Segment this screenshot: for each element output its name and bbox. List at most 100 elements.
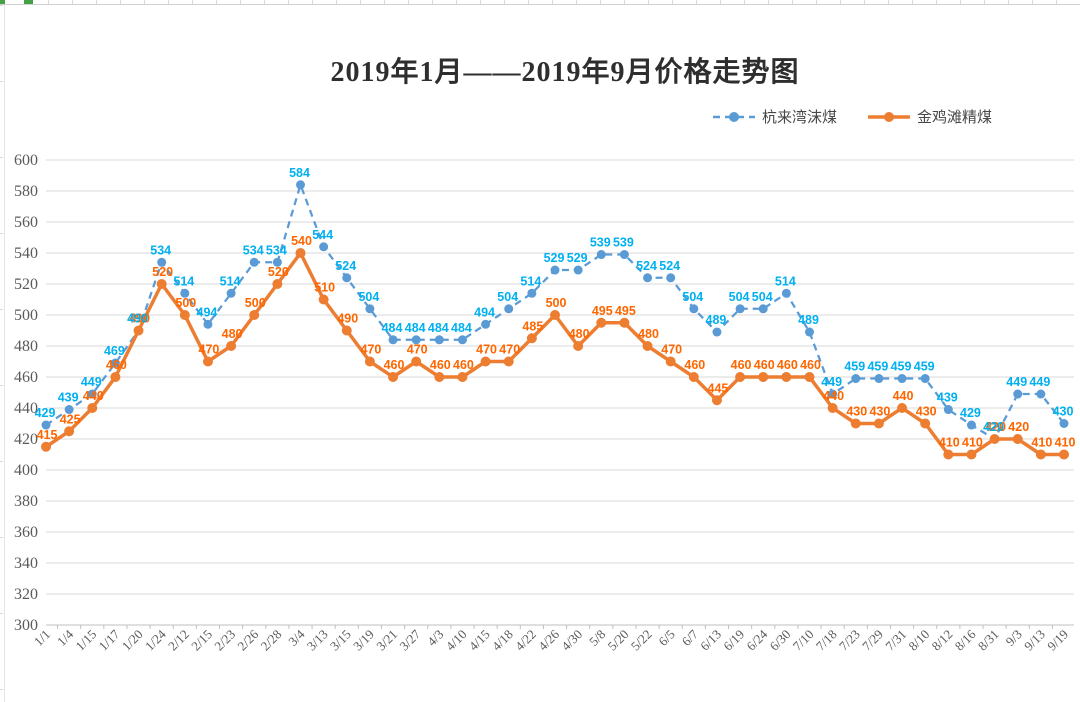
svg-text:534: 534 [266, 243, 287, 257]
svg-text:470: 470 [661, 343, 682, 357]
svg-text:4/15: 4/15 [466, 627, 493, 654]
svg-text:3/4: 3/4 [285, 626, 308, 649]
svg-text:420: 420 [983, 420, 1004, 434]
x-axis-labels: 1/1 1/41/151/171/201/242/122/152/232/262/… [31, 626, 1071, 653]
svg-text:600: 600 [14, 152, 38, 169]
svg-text:514: 514 [520, 274, 541, 288]
svg-text:6/24: 6/24 [743, 626, 770, 653]
svg-text:489: 489 [798, 313, 819, 327]
svg-text:460: 460 [777, 358, 798, 372]
svg-text:560: 560 [14, 214, 38, 231]
svg-text:539: 539 [613, 236, 634, 250]
svg-text:6/7: 6/7 [679, 626, 702, 649]
svg-text:3/21: 3/21 [373, 627, 400, 654]
svg-text:6/19: 6/19 [720, 627, 747, 654]
svg-text:539: 539 [590, 236, 611, 250]
sheet-top-ticks [0, 0, 1080, 4]
svg-text:1/17: 1/17 [96, 626, 123, 653]
chart-title: 2019年1月——2019年9月价格走势图 [330, 57, 800, 88]
legend-item-hanglaiwan[interactable]: 杭来湾沫煤 [712, 106, 837, 127]
svg-text:504: 504 [729, 290, 750, 304]
svg-text:3/27: 3/27 [396, 626, 423, 653]
svg-text:469: 469 [104, 344, 125, 358]
svg-text:9/19: 9/19 [1044, 627, 1071, 654]
svg-text:8/10: 8/10 [905, 627, 932, 654]
svg-text:445: 445 [708, 381, 729, 395]
svg-text:7/23: 7/23 [836, 627, 863, 654]
svg-text:9/3: 9/3 [1002, 627, 1024, 649]
svg-text:459: 459 [891, 360, 912, 374]
svg-text:320: 320 [14, 586, 38, 603]
svg-text:9/13: 9/13 [1021, 627, 1048, 654]
svg-text:514: 514 [173, 274, 194, 288]
legend-label: 金鸡滩精煤 [916, 109, 992, 126]
svg-text:470: 470 [476, 343, 497, 357]
svg-text:400: 400 [14, 462, 38, 479]
svg-text:459: 459 [867, 360, 888, 374]
svg-text:2/26: 2/26 [234, 626, 261, 653]
dashed-line-marker-icon [712, 111, 755, 122]
svg-text:1/4: 1/4 [54, 626, 77, 649]
svg-text:460: 460 [453, 358, 474, 372]
svg-text:7/29: 7/29 [859, 627, 886, 654]
legend-label: 杭来湾沫煤 [761, 109, 837, 126]
svg-text:6/30: 6/30 [767, 627, 794, 654]
svg-text:3/13: 3/13 [304, 627, 331, 654]
svg-text:2/28: 2/28 [258, 627, 285, 654]
svg-text:440: 440 [823, 389, 844, 403]
svg-text:2/12: 2/12 [165, 627, 192, 654]
svg-text:1/20: 1/20 [119, 627, 146, 654]
svg-text:360: 360 [14, 524, 38, 541]
sheet-top-edge [0, 4, 1080, 5]
svg-text:470: 470 [360, 343, 381, 357]
svg-text:6/5: 6/5 [655, 627, 677, 649]
svg-text:439: 439 [937, 391, 958, 405]
svg-text:470: 470 [499, 343, 520, 357]
svg-text:500: 500 [245, 296, 266, 310]
svg-text:440: 440 [14, 400, 38, 417]
svg-text:440: 440 [893, 389, 914, 403]
svg-text:460: 460 [384, 358, 405, 372]
svg-text:2/15: 2/15 [188, 627, 215, 654]
svg-text:300: 300 [14, 617, 38, 634]
svg-text:410: 410 [1031, 436, 1052, 450]
svg-text:340: 340 [14, 555, 38, 572]
svg-text:504: 504 [497, 290, 518, 304]
svg-text:540: 540 [291, 234, 312, 248]
svg-text:460: 460 [14, 369, 38, 386]
svg-text:2/23: 2/23 [211, 627, 238, 654]
svg-text:510: 510 [314, 281, 335, 295]
svg-text:460: 460 [430, 358, 451, 372]
svg-text:460: 460 [754, 358, 775, 372]
svg-text:484: 484 [428, 321, 449, 335]
data-labels-jinjitan: 4154254404604905205004704805005205405104… [37, 234, 1076, 450]
svg-text:1/24: 1/24 [142, 626, 169, 653]
svg-text:504: 504 [682, 290, 703, 304]
svg-text:494: 494 [197, 305, 218, 319]
svg-text:484: 484 [382, 321, 403, 335]
legend-item-jinjitan[interactable]: 金鸡滩精煤 [867, 106, 992, 127]
solid-line-marker-icon [867, 111, 910, 122]
svg-text:500: 500 [14, 307, 38, 324]
svg-text:420: 420 [14, 431, 38, 448]
svg-text:7/18: 7/18 [813, 627, 840, 654]
svg-text:584: 584 [289, 166, 310, 180]
svg-text:470: 470 [407, 343, 428, 357]
series-jinjitanjingmei [41, 248, 1069, 460]
svg-text:4/10: 4/10 [443, 627, 470, 654]
svg-text:494: 494 [474, 305, 495, 319]
svg-text:489: 489 [706, 313, 727, 327]
svg-text:5/20: 5/20 [605, 627, 632, 654]
svg-text:449: 449 [1006, 375, 1027, 389]
svg-text:480: 480 [222, 327, 243, 341]
svg-text:4/26: 4/26 [535, 626, 562, 653]
svg-text:449: 449 [1029, 375, 1050, 389]
svg-text:459: 459 [844, 360, 865, 374]
svg-text:4/22: 4/22 [512, 627, 539, 654]
svg-text:460: 460 [800, 358, 821, 372]
svg-text:480: 480 [14, 338, 38, 355]
svg-text:1/15: 1/15 [72, 627, 99, 654]
svg-text:529: 529 [544, 251, 565, 265]
